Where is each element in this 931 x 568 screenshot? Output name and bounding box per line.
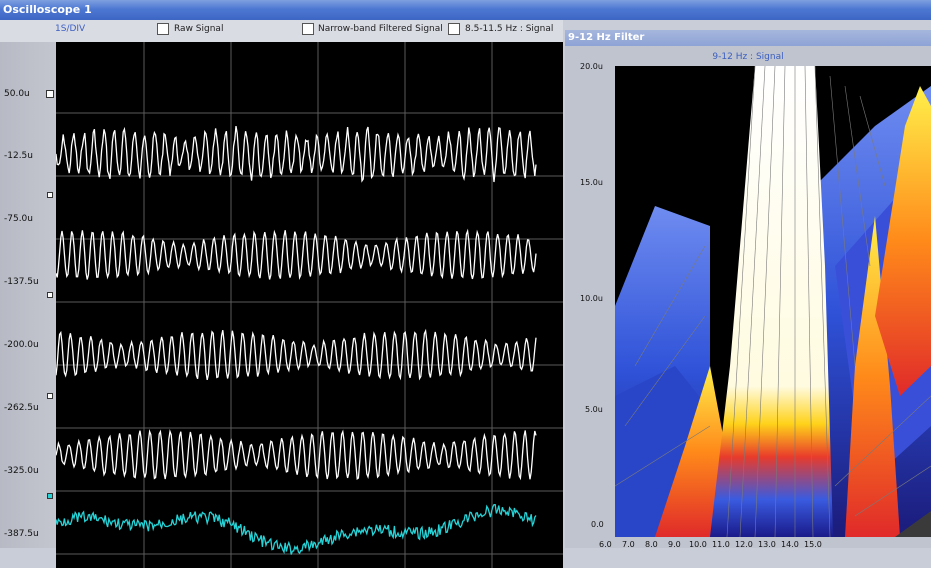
signal-trace [56,328,537,381]
oscilloscope-plot[interactable] [56,42,563,568]
y-label: -325.0u [4,466,39,476]
filter-x-label: 12.0 [735,540,753,549]
y-label: -137.5u [4,277,39,287]
channel-marker[interactable] [47,192,53,198]
y-label: 50.0u [4,89,30,99]
filter-x-label: 11.0 [712,540,730,549]
oscilloscope-toolbar: 1S/DIV Raw Signal Narrow-band Filtered S… [0,20,563,42]
narrow-band-label: Narrow-band Filtered Signal [318,24,443,34]
filter-x-label: 7.0 [622,540,635,549]
band-signal-checkbox[interactable] [448,23,460,35]
channel-marker[interactable] [47,393,53,399]
spectrogram-3d-plot[interactable] [615,66,931,537]
filter-plot-title: 9-12 Hz : Signal [712,52,784,62]
filter-y-label: 20.0u [580,62,603,71]
band-signal-label: 8.5-11.5 Hz : Signal [465,24,554,34]
window-title-bar[interactable]: Oscilloscope 1 [0,0,931,20]
channel-marker[interactable] [47,292,53,298]
filter-x-label: 9.0 [668,540,681,549]
filter-x-label: 10.0 [689,540,707,549]
filter-y-label: 5.0u [585,405,603,414]
filter-window-title: 9-12 Hz Filter [568,32,645,43]
filter-x-label: 8.0 [645,540,658,549]
y-label: -200.0u [4,340,39,350]
filter-panel: 9-12 Hz Filter 9-12 Hz : Signal 20.0u 15… [565,30,931,549]
filter-y-label: 15.0u [580,178,603,187]
filter-x-label: 15.0 [804,540,822,549]
filter-y-label: 0.0 [591,520,604,529]
raw-signal-checkbox[interactable] [157,23,169,35]
y-label: -387.5u [4,529,39,539]
raw-signal-label: Raw Signal [174,24,224,34]
filter-x-label: 13.0 [758,540,776,549]
window-title: Oscilloscope 1 [3,3,92,16]
filter-y-label: 10.0u [580,294,603,303]
filter-title-bar[interactable]: 9-12 Hz Filter [565,30,931,46]
signal-trace [56,228,537,280]
signal-trace [56,125,537,183]
y-label: -262.5u [4,403,39,413]
narrow-band-checkbox[interactable] [302,23,314,35]
channel-marker[interactable] [47,493,53,499]
channel-marker[interactable] [46,90,54,98]
time-scale-label[interactable]: 1S/DIV [55,24,86,34]
signal-trace [56,428,537,481]
filter-x-label: 14.0 [781,540,799,549]
y-label: -12.5u [4,151,33,161]
y-label: -75.0u [4,214,33,224]
oscilloscope-panel: 1S/DIV Raw Signal Narrow-band Filtered S… [0,20,563,568]
filter-x-label: 6.0 [599,540,612,549]
